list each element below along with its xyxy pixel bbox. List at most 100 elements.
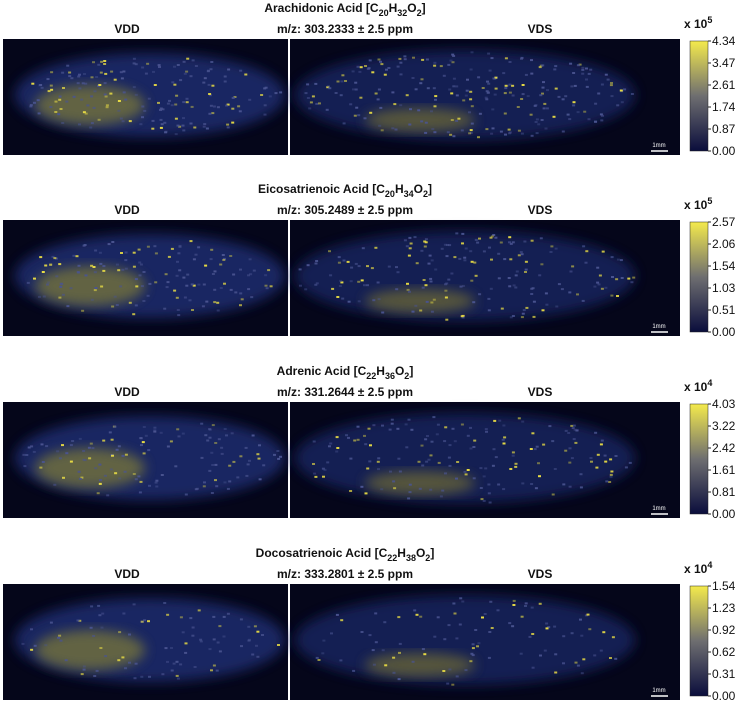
pixel [58, 457, 62, 460]
pixel [529, 448, 533, 450]
pixel [511, 84, 515, 87]
pixel [102, 265, 106, 268]
pixel [44, 264, 48, 267]
pixel [619, 259, 623, 262]
pixel [520, 132, 524, 135]
pixel [38, 84, 42, 87]
pixel [554, 247, 558, 250]
pixel [534, 487, 538, 490]
pixel [216, 106, 220, 109]
pixel [21, 642, 25, 645]
pixel [390, 422, 394, 425]
pixel [425, 58, 429, 61]
pixel [482, 499, 486, 502]
pixel [374, 246, 378, 249]
pixel [474, 629, 478, 631]
pixel [228, 464, 232, 467]
colorbar-tick-label: 1.54 [712, 579, 736, 593]
pixel [210, 61, 214, 63]
pixel [347, 300, 351, 303]
pixel [630, 281, 634, 284]
pixel [193, 666, 197, 668]
pixel [205, 300, 209, 303]
pixel [341, 297, 345, 300]
pixel [485, 90, 489, 93]
pixel [159, 107, 163, 110]
pixel [453, 440, 457, 443]
pixel [98, 479, 102, 482]
pixel [105, 106, 109, 109]
pixel [532, 315, 536, 318]
right-label: VDS [528, 22, 553, 36]
pixel [609, 458, 613, 461]
pixel [516, 106, 520, 108]
pixel [49, 84, 53, 87]
pixel [354, 262, 358, 265]
pixel [352, 88, 355, 91]
pixel [226, 103, 230, 106]
pixel [181, 432, 185, 435]
pixel [151, 127, 155, 130]
pixel [602, 631, 606, 634]
pixel [632, 276, 636, 279]
pixel [253, 625, 257, 628]
pixel [413, 236, 417, 239]
pixel [503, 258, 507, 261]
pixel [479, 487, 483, 489]
pixel [537, 462, 540, 465]
pixel [210, 451, 214, 454]
title-text: Eicosatrienoic Acid [C [258, 182, 385, 196]
pixel [364, 65, 367, 67]
pixel [93, 271, 97, 274]
pixel [247, 625, 251, 628]
pixel [49, 106, 53, 108]
pixel [481, 87, 485, 89]
subscript: 2 [425, 553, 430, 563]
pixel [182, 276, 186, 279]
pixel [191, 59, 195, 62]
pixel [415, 613, 419, 616]
pixel [189, 617, 193, 620]
pixel [250, 296, 254, 299]
pixel [170, 104, 174, 107]
pixel [458, 257, 462, 260]
pixel [176, 309, 180, 311]
pixel [226, 487, 230, 490]
pixel [396, 271, 400, 274]
pixel [432, 298, 436, 301]
pixel [140, 675, 144, 678]
pixel [134, 662, 138, 665]
pixel [53, 483, 57, 486]
pixel [610, 470, 614, 473]
pixel [103, 63, 107, 65]
pixel [582, 245, 586, 248]
subscript: 20 [379, 8, 389, 18]
pixel [248, 459, 251, 462]
pixel [443, 638, 447, 641]
colorbar-tick-label: 0.87 [712, 122, 736, 136]
pixel [451, 427, 455, 430]
pixel [541, 64, 545, 67]
pixel [268, 95, 272, 98]
pixel [154, 481, 158, 484]
pixel [623, 88, 627, 91]
pixel [25, 454, 29, 456]
pixel [113, 425, 117, 428]
pixel [58, 263, 62, 266]
pixel [420, 249, 424, 252]
pixel [403, 58, 407, 61]
pixel [314, 283, 318, 286]
pixel [143, 109, 147, 112]
pixel [39, 256, 43, 259]
pixel [239, 69, 243, 72]
pixel [474, 238, 478, 241]
pixel [55, 275, 59, 278]
pixel [219, 263, 223, 266]
pixel [339, 94, 343, 97]
pixel [212, 664, 216, 667]
pixel [586, 613, 590, 616]
pixel [524, 605, 527, 607]
pixel [542, 81, 545, 84]
pixel [120, 252, 123, 254]
pixel [469, 98, 473, 101]
